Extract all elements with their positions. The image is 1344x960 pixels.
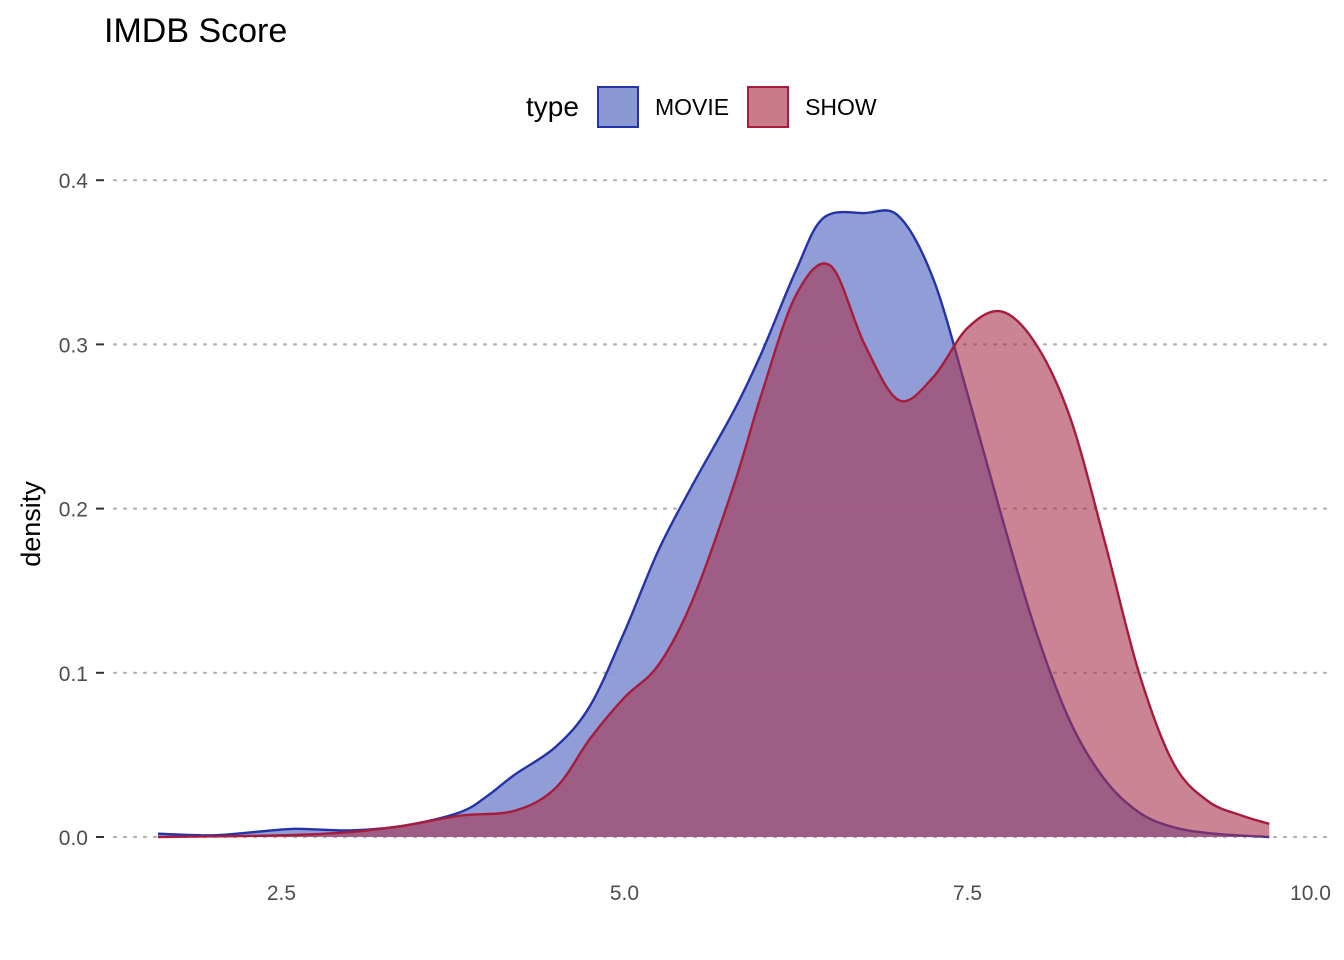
density-line-show (157, 262, 1270, 839)
y-tick-label: 0.3 (59, 334, 88, 357)
legend-key-movie (596, 86, 639, 128)
y-tick-label: 0.0 (59, 827, 88, 850)
x-tick-label: 2.5 (267, 882, 296, 905)
legend-label-show: SHOW (805, 93, 877, 120)
x-tick-label: 7.5 (953, 882, 982, 905)
chart-title: IMDB Score (104, 12, 288, 50)
legend-label-movie: MOVIE (654, 93, 730, 120)
x-tick-label: 5.0 (610, 882, 639, 905)
y-tick-label: 0.4 (59, 170, 89, 193)
legend-item-show: SHOW (747, 86, 877, 128)
density-area-show (158, 263, 1270, 838)
x-tick-label: 10.0 (1290, 882, 1331, 905)
legend-key-show (747, 86, 790, 128)
legend-title: type (526, 91, 579, 122)
legend: type MOVIE SHOW (526, 84, 895, 130)
y-tick-label: 0.2 (59, 499, 88, 522)
y-tick-label: 0.1 (59, 663, 88, 686)
legend-item-movie: MOVIE (596, 86, 730, 128)
y-axis-label: density (16, 481, 46, 567)
